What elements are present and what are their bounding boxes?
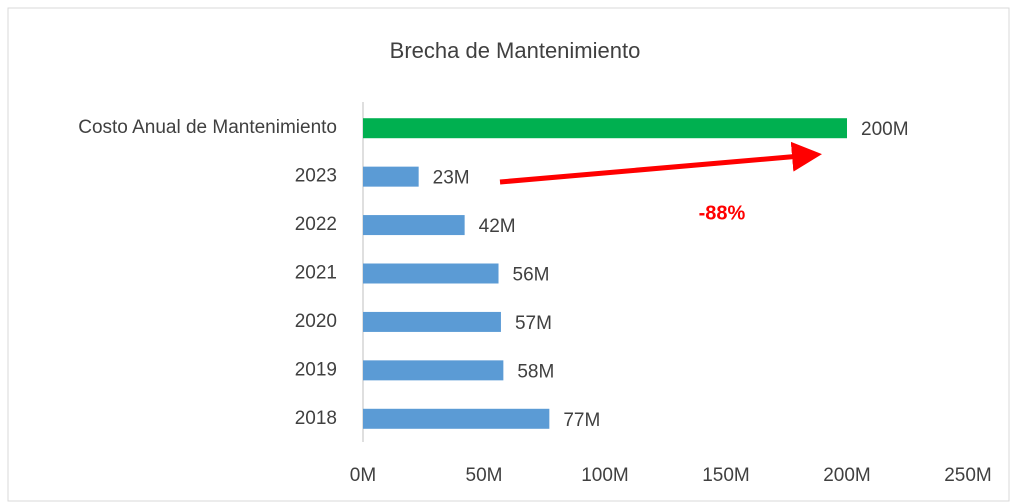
x-tick-label: 50M [466,465,503,486]
data-label: 58M [517,361,554,382]
data-label: 56M [513,265,550,286]
chart-title: Brecha de Mantenimiento [390,38,641,63]
bar [363,311,501,332]
x-tick-label: 100M [581,465,629,486]
bar [363,408,550,429]
y-tick-label: 2021 [295,263,337,284]
data-label: 23M [433,168,470,189]
data-label: 200M [861,119,909,140]
bar [363,360,504,381]
data-label: 42M [479,216,516,237]
x-tick-label: 150M [702,465,750,486]
bar [363,118,847,139]
x-tick-label: 0M [350,465,376,486]
bar [363,215,465,236]
bar [363,166,419,187]
data-label: 77M [563,410,600,431]
x-tick-label: 200M [823,465,871,486]
y-tick-label: 2023 [295,166,337,187]
y-tick-label: 2018 [295,408,337,429]
bar [363,263,499,284]
data-label: 57M [515,313,552,334]
y-tick-label: 2022 [295,214,337,235]
trend-arrow [499,141,822,185]
y-tick-label: Costo Anual de Mantenimiento [78,117,337,138]
annotation: -88% [699,202,746,224]
y-tick-label: 2020 [295,311,337,332]
y-tick-label: 2019 [295,359,337,380]
x-tick-label: 250M [944,465,992,486]
